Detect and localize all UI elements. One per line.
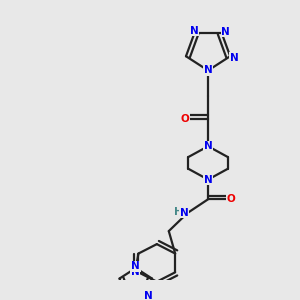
Text: N: N [230,53,239,63]
Text: N: N [204,141,212,151]
Text: N: N [131,261,140,271]
Text: N: N [144,291,153,300]
Text: N: N [190,26,199,36]
Text: O: O [226,194,235,204]
Text: N: N [221,27,230,37]
Text: N: N [204,175,212,184]
Text: H: H [174,207,182,217]
Text: N: N [180,208,188,218]
Text: N: N [204,65,212,76]
Text: N: N [131,267,140,277]
Text: O: O [181,114,190,124]
